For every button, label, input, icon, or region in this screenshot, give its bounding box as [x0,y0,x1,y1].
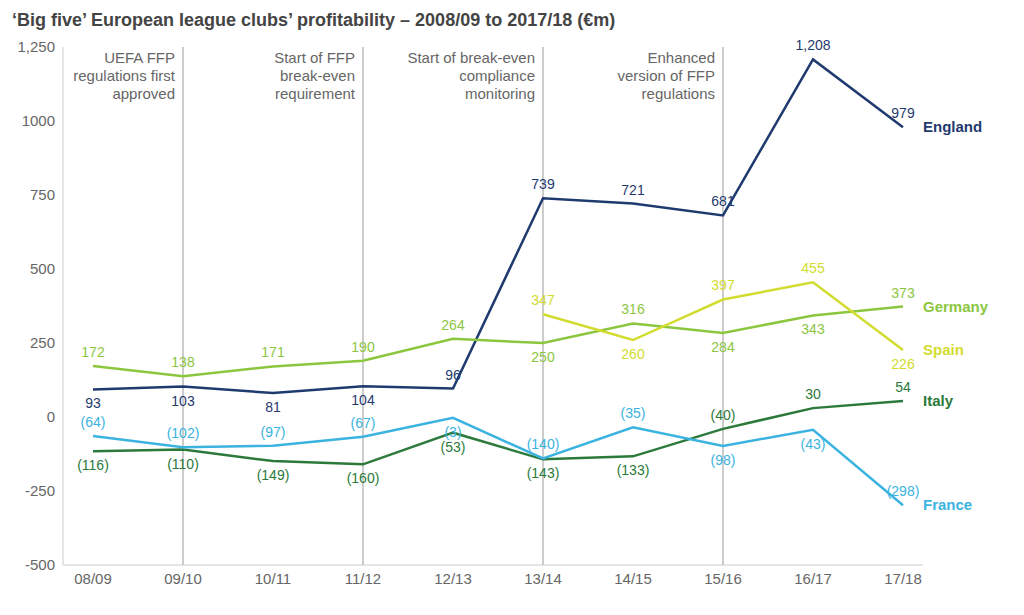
svg-text:250: 250 [30,334,55,351]
svg-text:721: 721 [621,182,645,198]
svg-text:(149): (149) [257,467,290,483]
svg-text:12/13: 12/13 [434,570,472,587]
svg-text:373: 373 [891,285,915,301]
svg-text:284: 284 [711,339,735,355]
svg-text:(102): (102) [167,425,200,441]
svg-text:343: 343 [801,321,825,337]
svg-text:1,208: 1,208 [795,37,830,53]
svg-text:1,250: 1,250 [17,38,55,55]
svg-text:750: 750 [30,186,55,203]
svg-text:UEFA FFPregulations firstappro: UEFA FFPregulations firstapproved [73,49,176,102]
svg-text:264: 264 [441,317,465,333]
svg-text:(116): (116) [77,457,109,473]
svg-text:England: England [923,118,982,135]
svg-text:16/17: 16/17 [794,570,832,587]
svg-text:979: 979 [891,105,915,121]
svg-text:Start of FFPbreak-evenrequirem: Start of FFPbreak-evenrequirement [274,49,356,102]
svg-text:(97): (97) [261,424,286,440]
svg-text:-500: -500 [25,556,55,573]
svg-text:Enhancedversion of FFPregulati: Enhancedversion of FFPregulations [617,49,715,102]
svg-text:681: 681 [711,193,735,209]
svg-text:104: 104 [351,392,375,408]
svg-text:(35): (35) [621,405,646,421]
svg-text:Germany: Germany [923,298,989,315]
svg-text:226: 226 [891,356,915,372]
svg-text:81: 81 [265,399,281,415]
svg-text:(98): (98) [711,452,736,468]
svg-text:347: 347 [531,292,555,308]
svg-text:(67): (67) [351,415,376,431]
svg-text:17/18: 17/18 [884,570,922,587]
svg-text:(140): (140) [527,436,560,452]
svg-text:(3): (3) [444,424,461,440]
svg-text:14/15: 14/15 [614,570,652,587]
svg-text:190: 190 [351,339,375,355]
svg-text:09/10: 09/10 [164,570,202,587]
svg-text:500: 500 [30,260,55,277]
svg-text:172: 172 [81,344,105,360]
svg-text:Start of break-evencompliancem: Start of break-evencompliancemonitoring [407,49,535,102]
svg-text:30: 30 [805,386,821,402]
svg-text:08/09: 08/09 [74,570,112,587]
svg-text:316: 316 [621,301,645,317]
svg-text:(43): (43) [801,436,826,452]
svg-text:103: 103 [171,393,195,409]
svg-text:250: 250 [531,349,555,365]
svg-text:Spain: Spain [923,341,964,358]
svg-text:Italy: Italy [923,392,954,409]
html-text:‘Big five’ European league clu: ‘Big five’ European league clubs’ profit… [12,10,616,30]
svg-text:260: 260 [621,346,645,362]
svg-text:1000: 1000 [22,112,55,129]
svg-text:(64): (64) [81,414,106,430]
svg-text:15/16: 15/16 [704,570,742,587]
svg-text:455: 455 [801,260,825,276]
svg-text:(298): (298) [887,483,920,499]
svg-text:171: 171 [261,344,285,360]
svg-text:397: 397 [711,277,735,293]
svg-text:138: 138 [171,354,195,370]
svg-text:739: 739 [531,176,555,192]
svg-text:10/11: 10/11 [255,570,291,587]
svg-text:54: 54 [895,379,911,395]
svg-text:(143): (143) [527,465,560,481]
svg-text:(53): (53) [441,439,466,455]
svg-text:11/12: 11/12 [345,570,381,587]
svg-text:96: 96 [445,367,461,383]
svg-text:(40): (40) [711,407,736,423]
svg-text:0: 0 [47,408,55,425]
svg-text:-250: -250 [25,482,55,499]
svg-text:France: France [923,496,972,513]
svg-text:(160): (160) [347,470,380,486]
svg-text:13/14: 13/14 [524,570,562,587]
svg-text:93: 93 [85,395,101,411]
svg-text:(133): (133) [617,462,650,478]
svg-text:(110): (110) [167,456,199,472]
